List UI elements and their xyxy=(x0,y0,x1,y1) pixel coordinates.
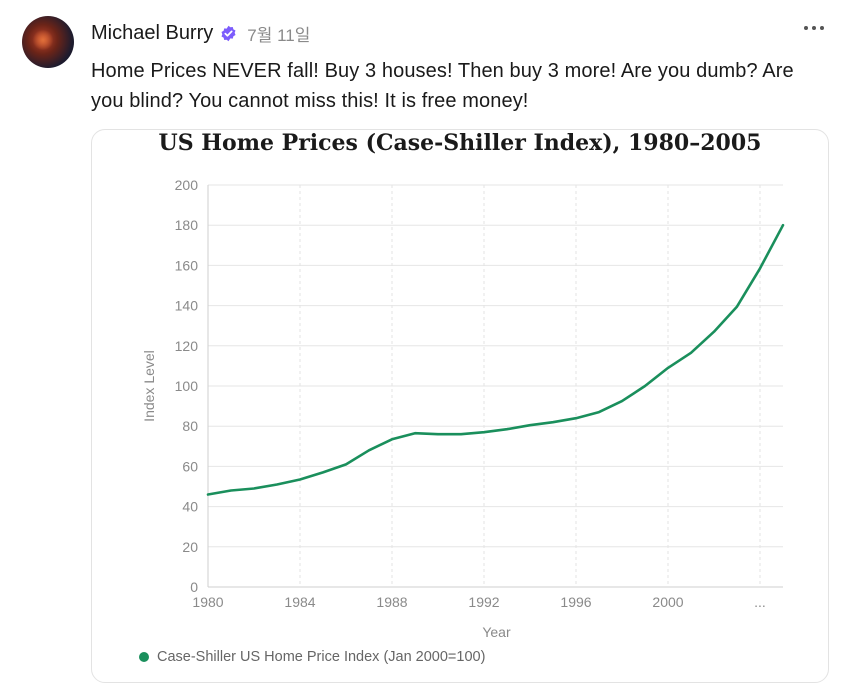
x-axis-title: Year xyxy=(482,624,511,640)
y-tick-label: 160 xyxy=(175,257,199,273)
y-tick-label: 140 xyxy=(175,298,199,314)
y-tick-label: 80 xyxy=(182,418,198,434)
x-tick-label: 2000 xyxy=(652,594,683,610)
verified-badge-icon xyxy=(220,25,237,42)
x-tick-label: ... xyxy=(754,594,766,610)
legend-marker xyxy=(139,652,149,662)
y-tick-label: 40 xyxy=(182,499,198,515)
avatar[interactable] xyxy=(22,16,74,68)
y-tick-label: 120 xyxy=(175,338,199,354)
y-tick-label: 20 xyxy=(182,539,198,555)
y-tick-label: 0 xyxy=(190,579,198,595)
more-horizontal-icon[interactable] xyxy=(802,20,826,36)
x-tick-label: 1988 xyxy=(376,594,407,610)
x-tick-label: 1984 xyxy=(284,594,315,610)
y-axis-title: Index Level xyxy=(141,350,157,422)
y-tick-label: 200 xyxy=(175,177,199,193)
y-tick-label: 60 xyxy=(182,458,198,474)
x-tick-label: 1996 xyxy=(560,594,591,610)
legend-label: Case-Shiller US Home Price Index (Jan 20… xyxy=(157,649,486,665)
y-tick-label: 180 xyxy=(175,217,199,233)
post-date[interactable]: 7월 11일 xyxy=(247,25,311,45)
y-tick-label: 100 xyxy=(175,378,199,394)
author-name[interactable]: Michael Burry xyxy=(91,21,214,44)
post-text: Home Prices NEVER fall! Buy 3 houses! Th… xyxy=(91,60,794,112)
x-tick-label: 1980 xyxy=(192,594,223,610)
chart-legend: Case-Shiller US Home Price Index (Jan 20… xyxy=(139,649,485,665)
series-line xyxy=(206,223,785,496)
chart-card[interactable] xyxy=(91,129,829,683)
chart-title: US Home Prices (Case-Shiller Index), 198… xyxy=(158,130,762,156)
post-header: Michael Burry 7월 11일 xyxy=(91,20,310,46)
x-tick-label: 1992 xyxy=(468,594,499,610)
